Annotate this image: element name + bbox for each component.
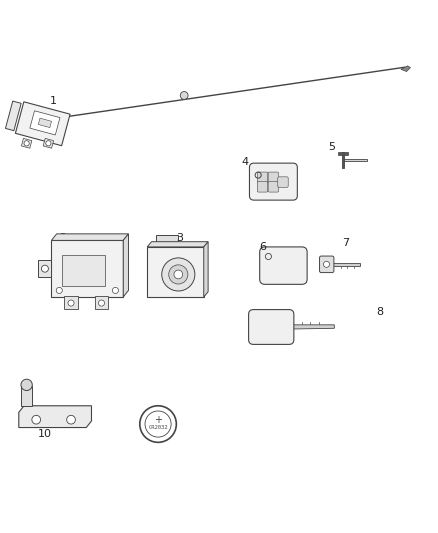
Polygon shape [147,241,208,247]
Polygon shape [282,325,334,329]
Polygon shape [21,386,32,406]
Bar [51,240,123,297]
Bar [64,296,78,309]
Text: 6: 6 [259,242,266,252]
Circle shape [145,411,171,437]
Polygon shape [43,139,53,148]
Circle shape [323,261,329,268]
Polygon shape [155,235,178,247]
Circle shape [99,300,105,306]
Polygon shape [15,102,70,146]
Circle shape [46,141,51,146]
Text: 8: 8 [377,307,384,317]
Text: CR2032: CR2032 [148,425,168,430]
Circle shape [21,379,32,391]
Circle shape [24,141,29,146]
Circle shape [113,287,118,294]
Polygon shape [19,406,92,427]
Text: 3: 3 [177,233,184,243]
Circle shape [32,415,41,424]
Circle shape [67,415,75,424]
FancyBboxPatch shape [249,310,294,344]
Polygon shape [343,158,367,161]
Polygon shape [123,234,128,297]
FancyBboxPatch shape [268,182,279,192]
Polygon shape [39,260,51,277]
Text: 10: 10 [38,429,52,439]
Polygon shape [338,152,348,155]
Text: 9: 9 [155,416,162,426]
Polygon shape [5,101,21,131]
Text: 4: 4 [241,157,249,167]
FancyBboxPatch shape [268,172,279,182]
FancyBboxPatch shape [250,163,297,200]
Circle shape [42,265,48,272]
Text: 1: 1 [50,96,57,106]
Circle shape [140,406,177,442]
Circle shape [162,258,195,291]
Polygon shape [30,111,60,135]
FancyBboxPatch shape [320,256,334,272]
Polygon shape [38,118,52,127]
Bar [95,296,108,309]
FancyBboxPatch shape [257,172,268,182]
Circle shape [180,92,188,99]
FancyBboxPatch shape [260,247,307,284]
Polygon shape [330,263,360,265]
Polygon shape [401,66,410,71]
Circle shape [56,287,62,294]
FancyBboxPatch shape [257,182,268,192]
Text: 7: 7 [342,238,349,247]
FancyBboxPatch shape [278,177,288,187]
Text: +: + [154,415,162,425]
Bar [62,255,106,286]
Circle shape [174,270,183,279]
Text: 2: 2 [59,233,66,243]
Polygon shape [51,234,128,240]
Polygon shape [342,152,344,168]
Bar [147,247,204,297]
Circle shape [169,265,188,284]
Circle shape [68,300,74,306]
Polygon shape [204,241,208,297]
Text: 5: 5 [328,142,336,152]
Polygon shape [21,139,32,148]
